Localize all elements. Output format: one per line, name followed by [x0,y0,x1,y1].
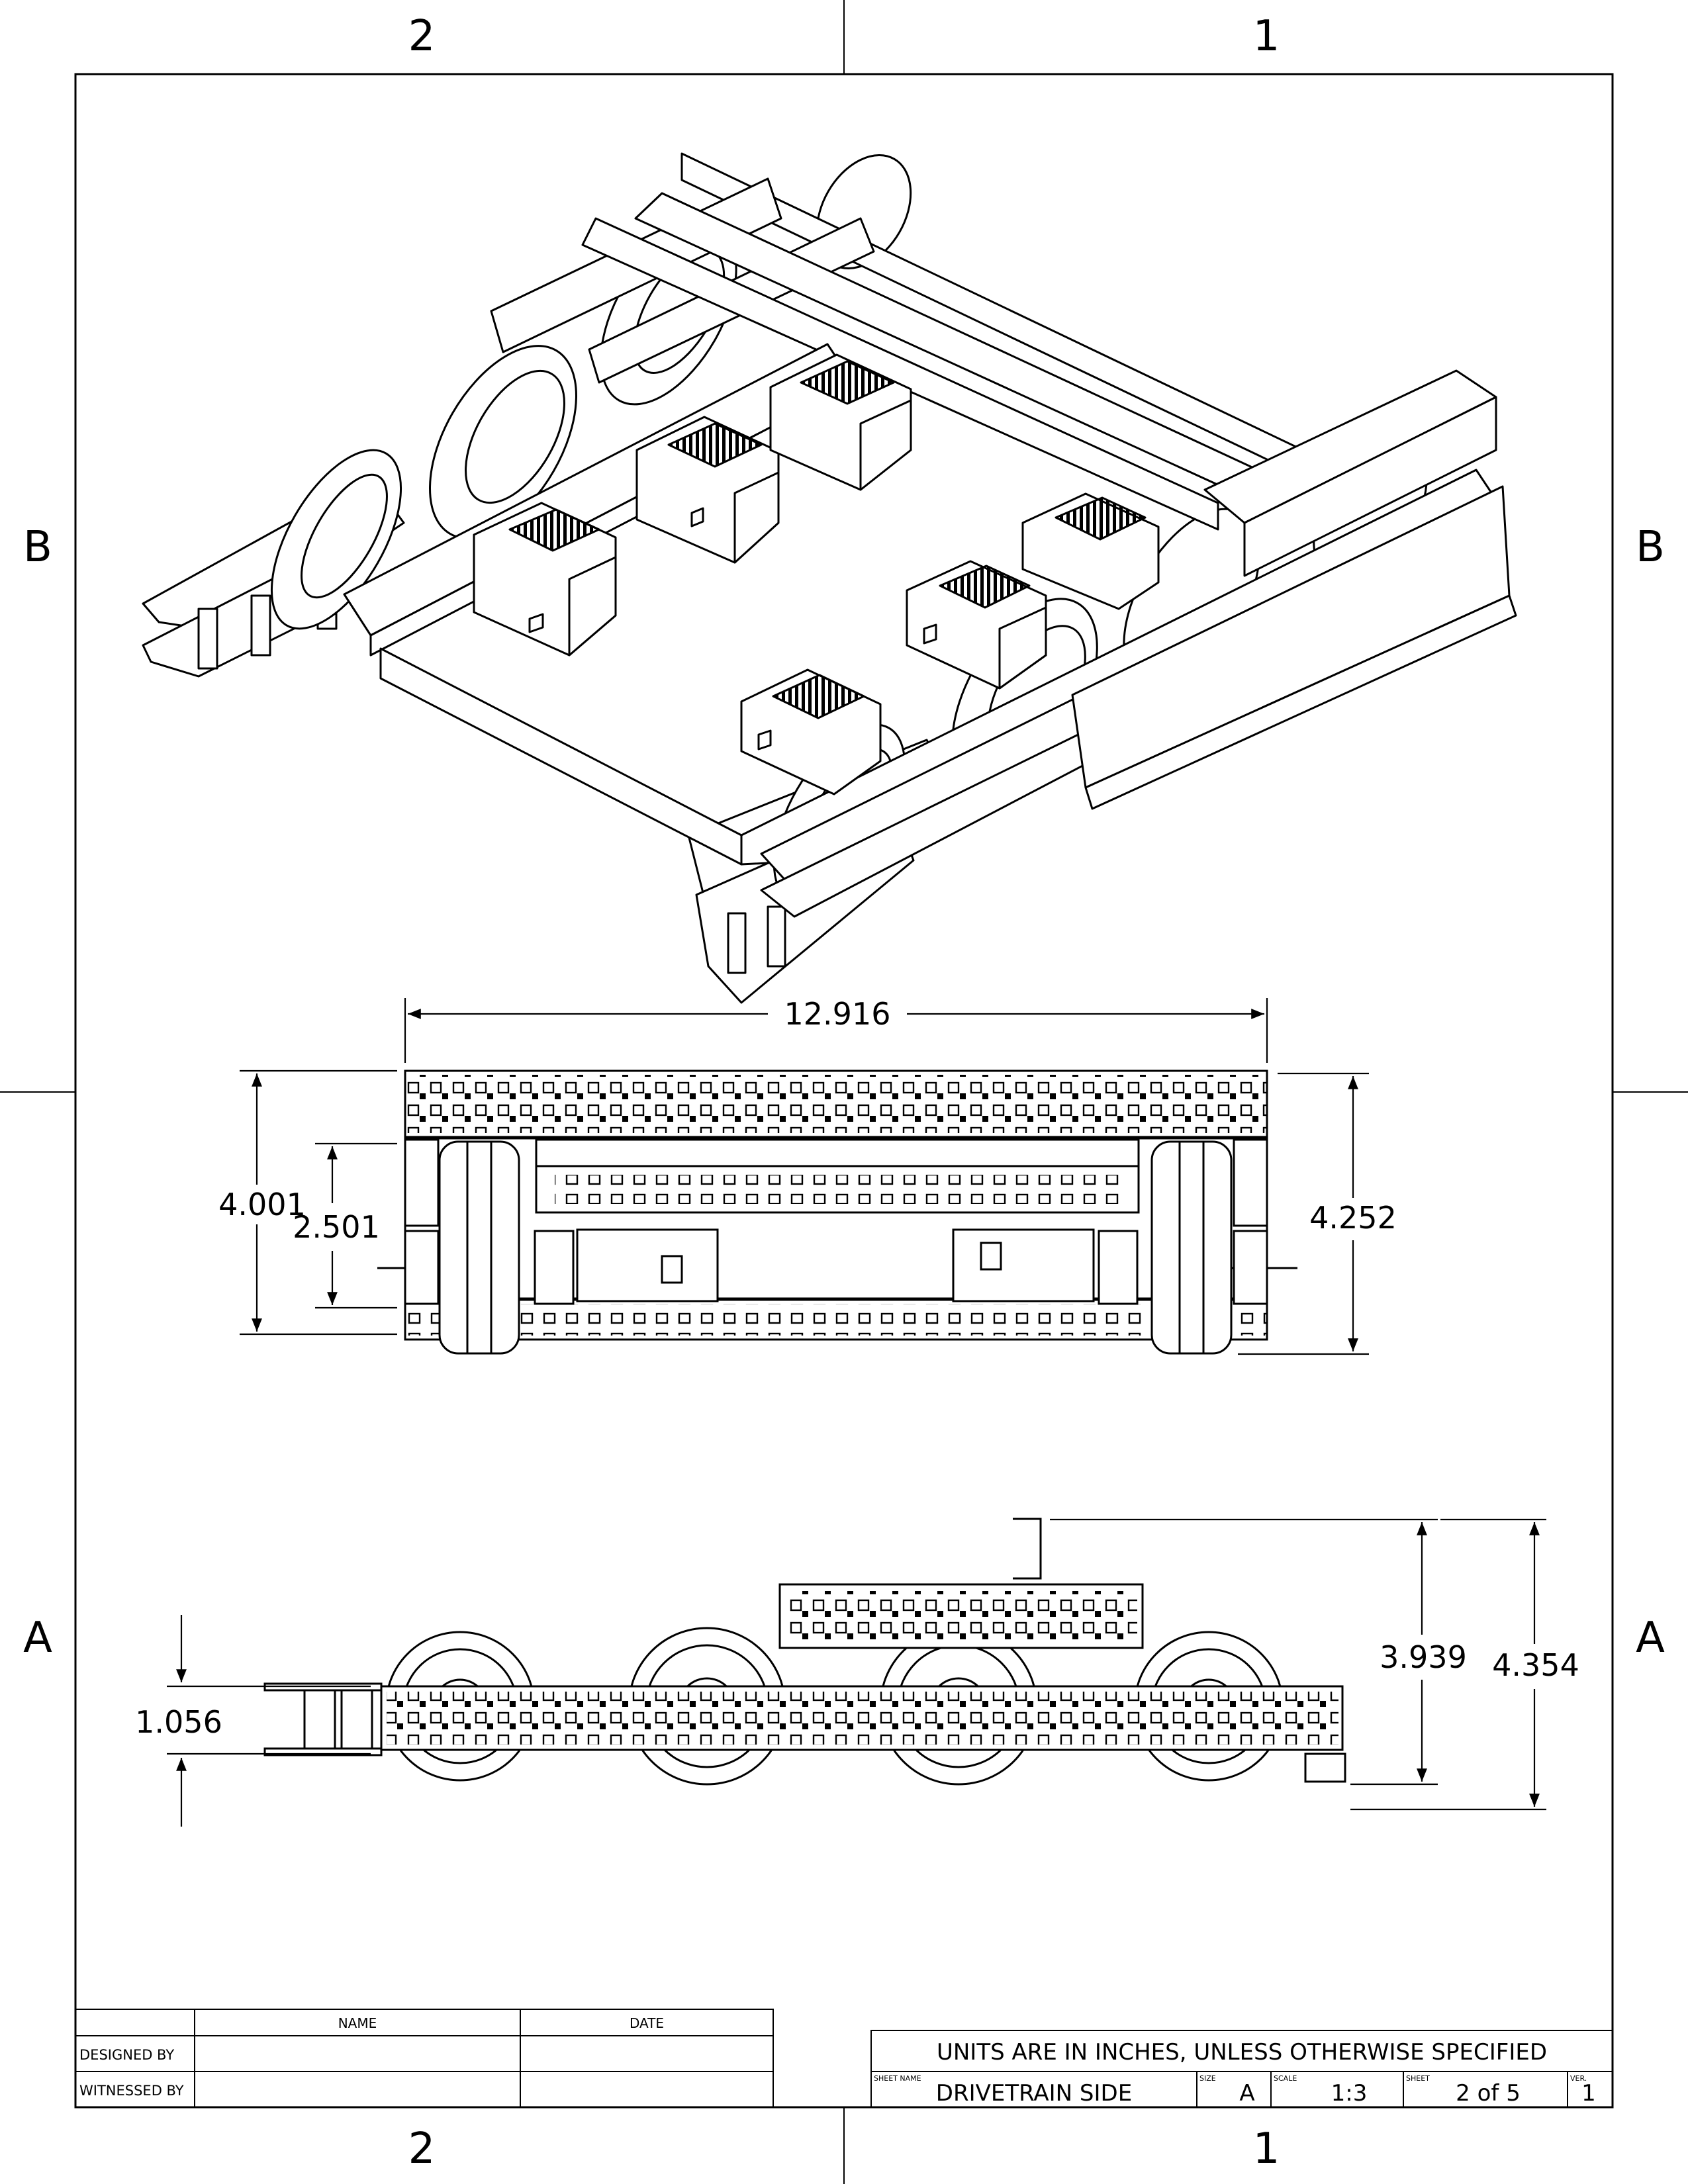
signature-col-date: DATE [630,2015,664,2031]
zone-right-upper: B [1636,523,1665,572]
zone-bottom-right: 1 [1253,2124,1280,2173]
motor-1 [473,502,617,657]
signature-row-designed: DESIGNED BY [79,2047,174,2063]
traction-wheel-left-1 [429,345,577,539]
top-motor-left [576,1228,719,1302]
rail-rear-right [1203,369,1497,577]
title-sheet-name: DRIVETRAIN SIDE [936,2080,1132,2107]
zone-top-left: 2 [408,12,436,61]
signature-col-name: NAME [338,2015,377,2031]
side-main-rail [380,1685,1346,1783]
zone-left-upper: B [23,523,52,572]
rail-right-lower [1071,485,1517,810]
title-size-label: SIZE [1199,2074,1216,2083]
omni-wheel-rear-left [270,449,402,630]
dim-width-top: 12.916 [784,996,891,1032]
title-block [870,2030,1613,2108]
title-sheet: 2 of 5 [1456,2080,1521,2107]
title-sheet-name-label: SHEET NAME [874,2074,921,2083]
side-view [263,1518,1346,1786]
top-view [377,1069,1297,1355]
motor-4 [906,560,1047,690]
zone-top-right: 1 [1253,12,1280,61]
top-frame-body [404,1137,1268,1300]
isometric-view [142,152,1517,1004]
title-size: A [1239,2080,1254,2107]
side-upper-rail [778,1518,1144,1649]
top-bearing-blocks [404,1138,1268,1305]
motor-2 [635,416,780,564]
title-scale-label: SCALE [1274,2074,1297,2083]
motor-3 [769,353,912,491]
zone-left-lower: A [23,1614,52,1662]
dim-height-right: 4.252 [1309,1200,1397,1236]
dim-side-right-inner: 3.939 [1380,1639,1467,1675]
dim-height-left-inner: 2.501 [293,1209,380,1245]
title-sheet-label: SHEET [1406,2074,1430,2083]
dim-side-left: 1.056 [135,1704,222,1740]
zone-right-lower: A [1636,1614,1665,1662]
title-ver: 1 [1581,2080,1596,2107]
signature-block [75,2009,774,2108]
dim-side-right-outer: 4.354 [1492,1647,1579,1683]
top-motor-right [952,1228,1095,1302]
top-rail-lower [404,1298,1268,1341]
title-scale: 1:3 [1331,2080,1368,2107]
title-units-note: UNITS ARE IN INCHES, UNLESS OTHERWISE SP… [937,2039,1547,2066]
dimension-lines [167,998,1546,1827]
title-ver-label: VER. [1570,2074,1587,2083]
side-gusset-left [263,1682,383,1756]
top-wheel-left [377,1140,520,1355]
signature-row-witnessed: WITNESSED BY [79,2083,184,2099]
dim-height-left-outer: 4.001 [218,1187,306,1222]
cross-member-back [581,192,1259,531]
top-rail-upper [404,1069,1268,1138]
motor-6 [740,668,882,796]
top-wheel-right [1150,1140,1297,1355]
zone-bottom-left: 2 [408,2124,436,2173]
motor-5 [1021,492,1160,610]
